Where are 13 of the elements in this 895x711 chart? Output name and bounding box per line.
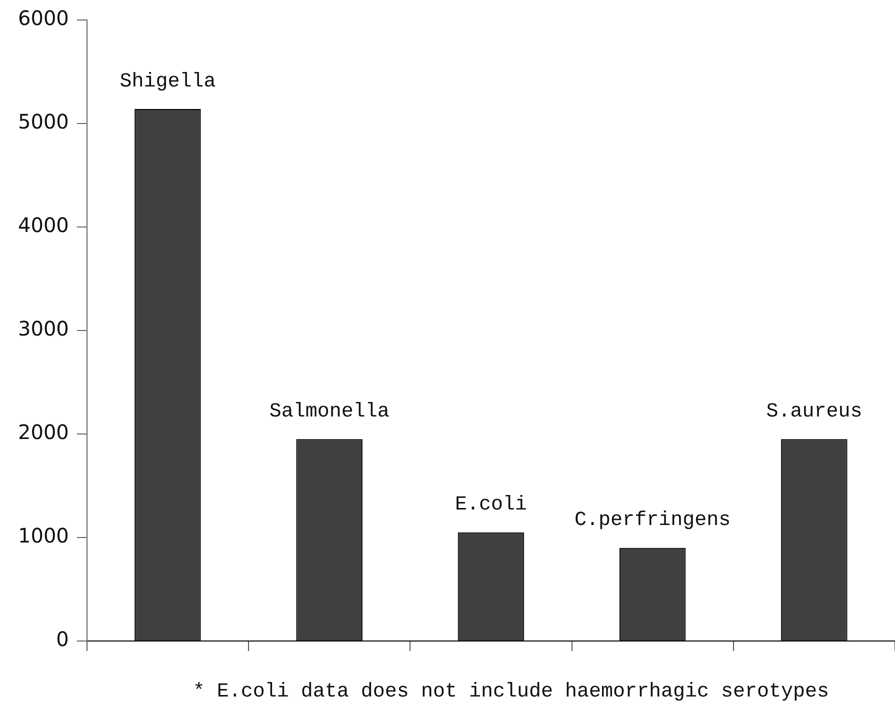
x-tick-label: Salmonella xyxy=(269,400,390,424)
y-tick-label: 1000 xyxy=(18,524,69,548)
x-tick-label: S.aureus xyxy=(766,400,862,424)
x-tick-label: Shigella xyxy=(120,70,216,94)
y-tick-label: 2000 xyxy=(18,420,69,444)
x-tick-label: C.perfringens xyxy=(574,509,731,532)
y-tick-label: 0 xyxy=(56,627,69,652)
y-tick-label: 6000 xyxy=(18,6,69,30)
y-tick-label: 4000 xyxy=(18,213,69,238)
text: * E.coli data does not include haemorrhagic serotypes xyxy=(192,680,830,704)
x-tick-label: E.coli xyxy=(454,494,527,517)
y-tick-label: 3000 xyxy=(18,316,69,341)
y-tick-label: 5000 xyxy=(18,110,69,134)
